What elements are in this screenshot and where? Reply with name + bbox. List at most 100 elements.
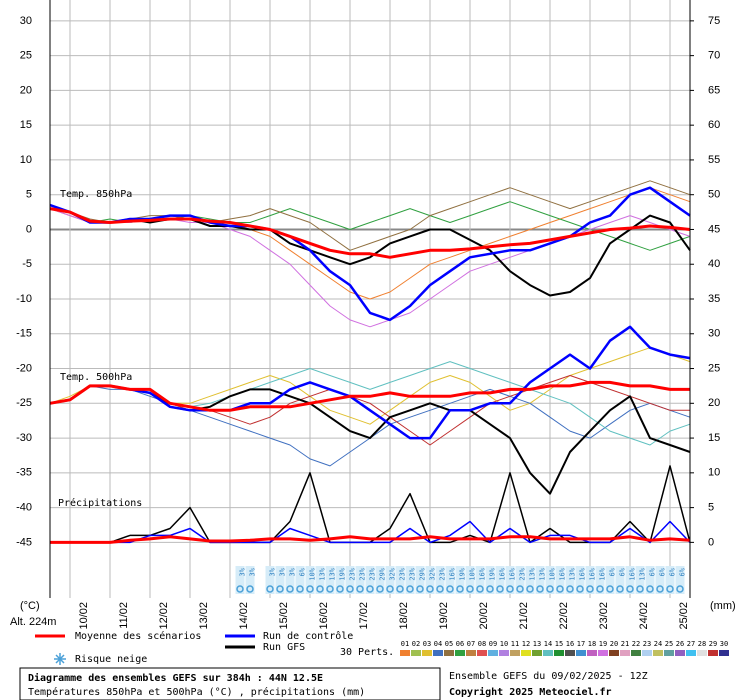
snow-icon [506,585,514,593]
pert-swatch [433,650,443,656]
snow-risk: 6% [655,566,667,594]
pert-label: 28 [698,640,706,648]
y-tick-label: -10 [16,293,32,305]
snow-risk-box [535,566,545,594]
snow-risk-label: 23% [399,567,407,580]
pert-label: 11 [511,640,519,648]
snow-icon [586,585,594,593]
y-tick-label: 20 [20,84,32,96]
snow-risk-label: 6% [609,567,617,576]
snow-risk-box [425,566,435,594]
snow-risk-label: 23% [519,567,527,580]
legend-snow-icon [54,653,66,665]
y2-tick-label: 60 [708,119,720,131]
snow-icon [276,585,284,593]
snow-risk: 32% [425,566,437,594]
snow-icon [666,585,674,593]
snow-risk-label: 13% [639,567,647,580]
snow-icon [386,585,394,593]
legend-label: Risque neige [75,654,147,665]
snow-icon [286,585,294,593]
snow-risk: 29% [415,566,427,594]
snow-risk: 13% [525,566,537,594]
snow-icon [366,585,374,593]
snow-risk-box [245,566,255,594]
snow-risk-label: 16% [579,567,587,580]
pert-swatch [521,650,531,656]
snow-icon [616,585,624,593]
series-line [49,325,691,440]
pert-label: 16 [566,640,574,648]
snow-risk-label: 32% [389,567,397,580]
y-tick-label: -20 [16,362,32,374]
y2-tick-label: 75 [708,15,720,27]
snow-risk-box [435,566,445,594]
pert-label: 09 [489,640,497,648]
snow-icon [566,585,574,593]
snow-risk-box [555,566,565,594]
snow-risk-box [645,566,655,594]
snow-risk-label: 16% [599,567,607,580]
snow-risk: 23% [345,566,357,594]
legend-label: Moyenne des scénarios [75,630,201,642]
snow-risk-label: 19% [489,567,497,580]
pert-swatch [532,650,542,656]
pert-label: 04 [434,640,442,648]
snow-risk-box [315,566,325,594]
snow-risk-box [675,566,685,594]
snow-risk: 6% [665,566,677,594]
snow-risk-label: 10% [469,567,477,580]
snow-risk: 13% [325,566,337,594]
snow-risk-label: 29% [379,567,387,580]
snow-icon [266,585,274,593]
pert-swatch [411,650,421,656]
y-tick-label: -40 [16,502,32,514]
pert-label: 20 [610,640,618,648]
snow-risk-box [355,566,365,594]
snow-risk-box [325,566,335,594]
y-tick-label: 5 [26,189,32,201]
snow-risk-box [345,566,355,594]
pert-label: 13 [533,640,541,648]
snow-risk-box [265,566,275,594]
snow-risk: 6% [295,566,307,594]
pert-label: 29 [709,640,717,648]
snow-risk-box [525,566,535,594]
pert-swatch [576,650,586,656]
y-tick-label: -15 [16,328,32,340]
snow-risk: 13% [315,566,327,594]
x-tick-label: 21/02 [518,602,530,630]
snow-risk-label: 6% [659,567,667,576]
snow-risk: 10% [465,566,477,594]
x-tick-label: 14/02 [238,602,250,630]
pert-swatch [444,650,454,656]
snow-risk: 6% [605,566,617,594]
snow-icon [556,585,564,593]
x-tick-label: 23/02 [598,602,610,630]
snow-icon [596,585,604,593]
pert-label: 22 [632,640,640,648]
x-tick-label: 11/02 [118,602,130,629]
snow-risk-label: 19% [459,567,467,580]
snow-risk: 3% [265,566,277,594]
pert-label: 08 [478,640,486,648]
snow-risk-box [475,566,485,594]
snow-icon [626,585,634,593]
x-tick-label: 17/02 [358,602,370,630]
y2-tick-label: 70 [708,50,720,62]
snow-risk: 23% [515,566,527,594]
snow-icon [546,585,554,593]
snow-risk-label: 6% [649,567,657,576]
lines [49,180,691,544]
snow-risk: 3% [275,566,287,594]
snow-risk-box [605,566,615,594]
info-subtitle: Températures 850hPa et 500hPa (°C) , pré… [28,686,365,698]
pert-swatch [708,650,718,656]
x-tick-label: 20/02 [478,602,490,630]
pert-swatch [422,650,432,656]
pert-swatch [697,650,707,656]
x-tick-label: 18/02 [398,602,410,630]
pert-label: 15 [555,640,563,648]
snow-risk-box [365,566,375,594]
